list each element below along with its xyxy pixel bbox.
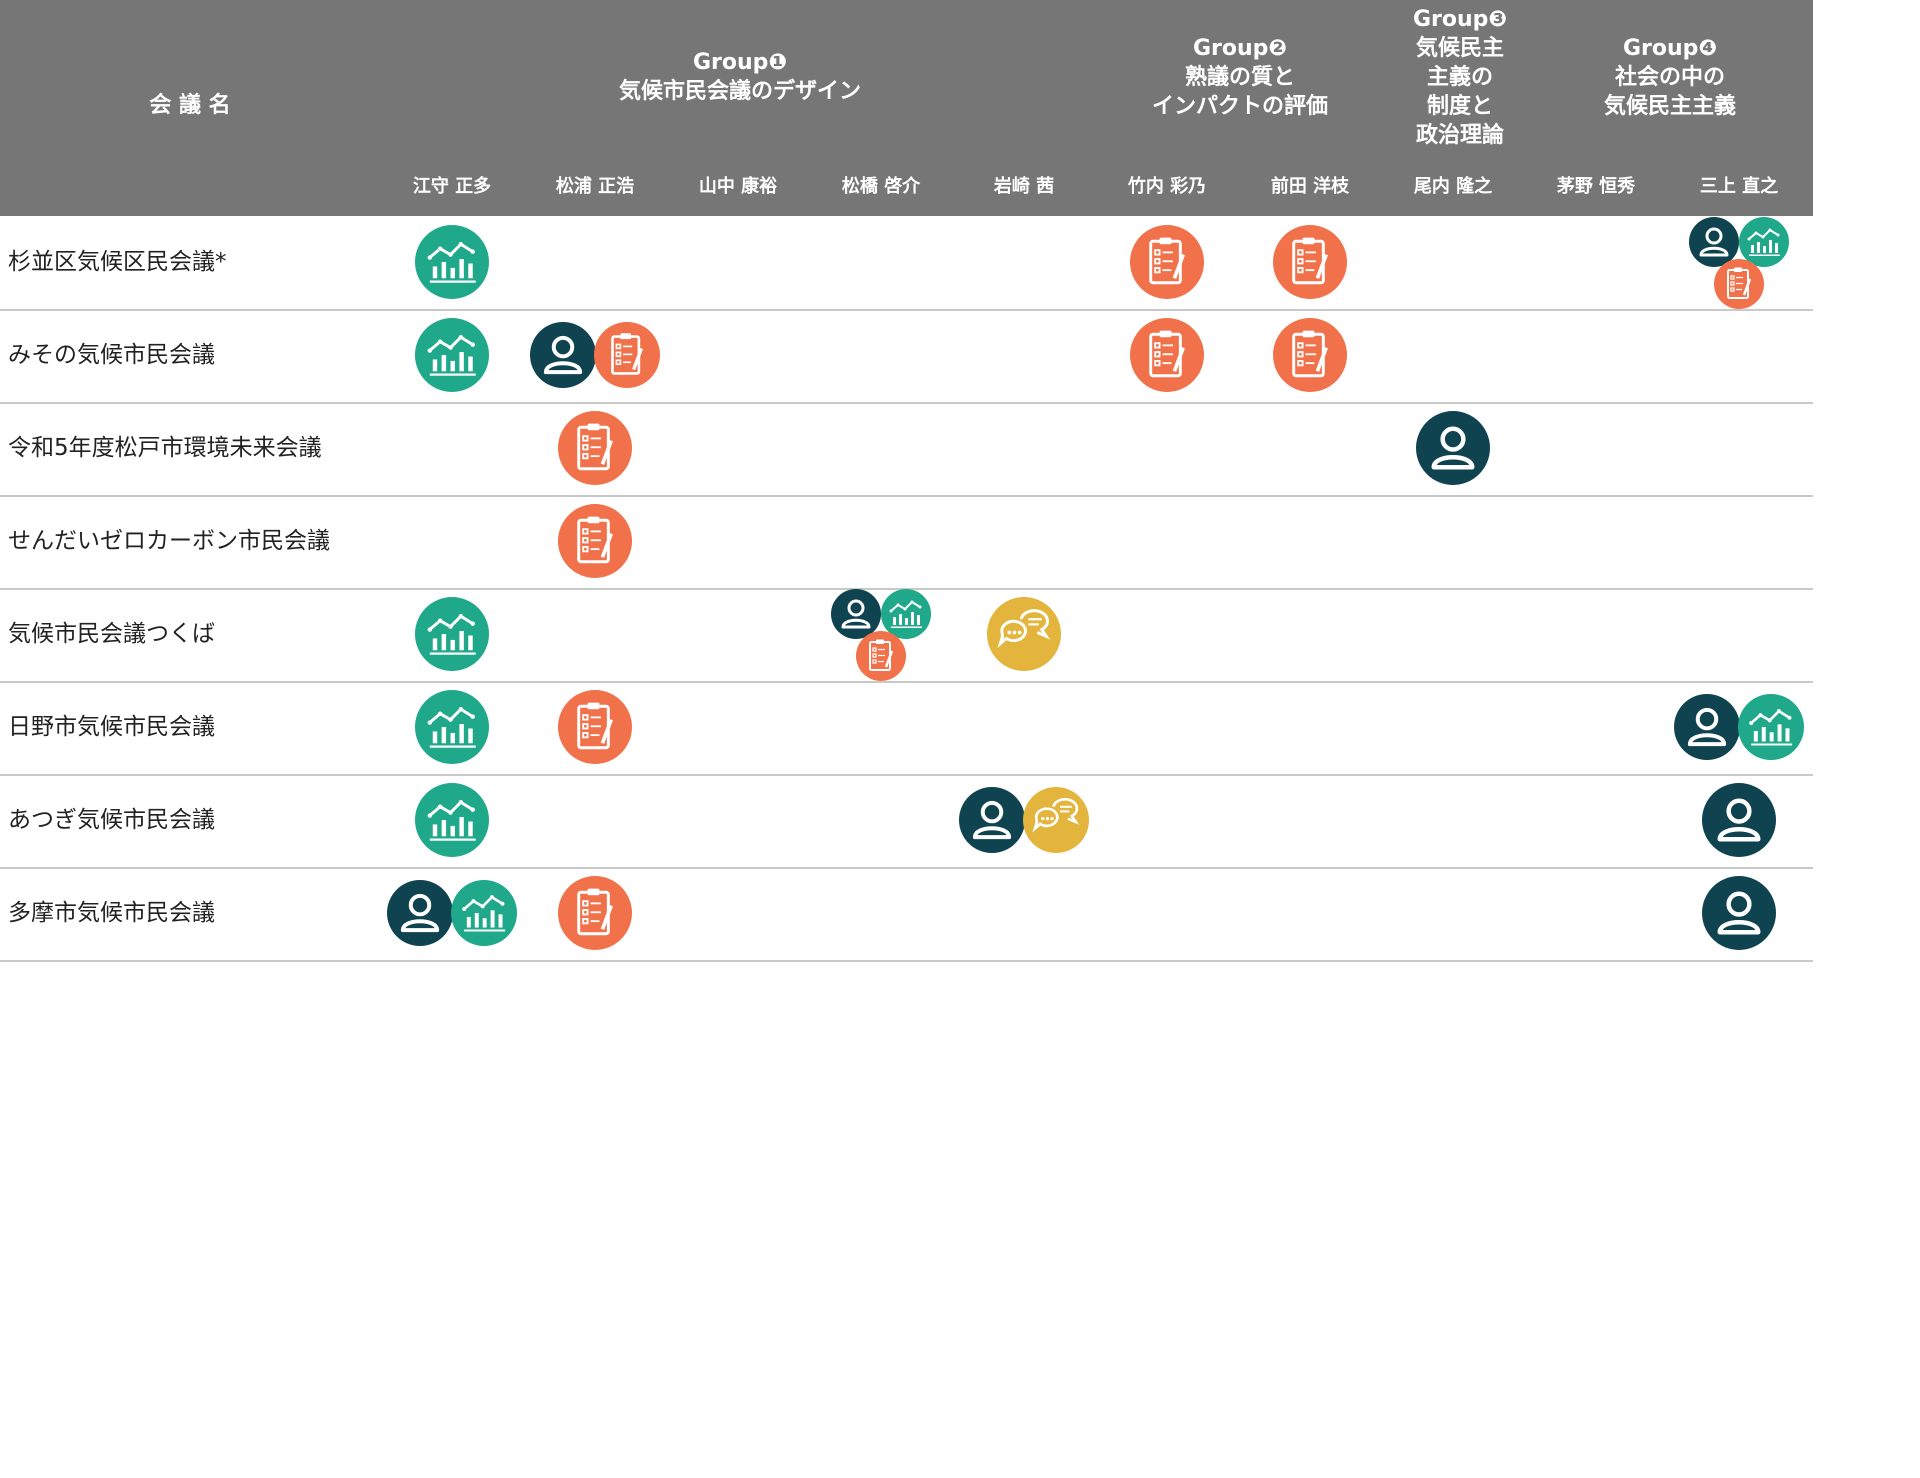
meeting-name: 日野市気候市民会議	[8, 714, 215, 740]
chart-icon	[415, 318, 489, 392]
researcher-column-1: 江守 正多	[412, 176, 492, 197]
meeting-name: 令和5年度松戸市環境未来会議	[8, 435, 322, 461]
chart-icon	[415, 690, 489, 764]
meeting-name: あつぎ気候市民会議	[8, 807, 215, 833]
group4-header: Group❹ 社会の中の 気候民主主義	[1603, 36, 1736, 119]
person-icon	[530, 322, 596, 388]
person-icon	[1416, 411, 1490, 485]
group1-header: Group❶ 気候市民会議のデザイン	[618, 50, 861, 104]
meeting-name: 杉並区気候区民会議*	[8, 249, 227, 275]
chart-icon	[415, 783, 489, 857]
person-icon	[1674, 694, 1740, 760]
meeting-name: 多摩市気候市民会議	[8, 900, 215, 926]
researcher-column-6: 竹内 彩乃	[1127, 176, 1207, 197]
meeting-name: せんだいゼロカーボン市民会議	[8, 528, 330, 554]
researcher-column-7: 前田 洋枝	[1270, 176, 1350, 197]
chat-bubbles-icon	[987, 597, 1061, 671]
clipboard-icon	[558, 411, 632, 485]
chart-icon	[415, 225, 489, 299]
person-icon	[1702, 876, 1776, 950]
researcher-column-10: 三上 直之	[1699, 176, 1779, 197]
clipboard-icon	[856, 631, 906, 681]
chart-icon	[881, 589, 931, 639]
person-icon	[1689, 217, 1739, 267]
clipboard-icon	[1130, 318, 1204, 392]
person-icon	[1702, 783, 1776, 857]
group3-header: Group❸ 気候民主 主義の 制度と 政治理論	[1412, 7, 1508, 148]
table-row: あつぎ気候市民会議	[0, 774, 1813, 869]
clipboard-icon	[1130, 225, 1204, 299]
chart-icon	[451, 880, 517, 946]
chart-icon	[1738, 694, 1804, 760]
chart-icon	[415, 597, 489, 671]
clipboard-icon	[1273, 225, 1347, 299]
clipboard-icon	[1714, 259, 1764, 309]
table-row: みその気候市民会議	[0, 309, 1813, 404]
person-icon	[959, 787, 1025, 853]
clipboard-icon	[594, 322, 660, 388]
table-row: 多摩市気候市民会議	[0, 867, 1813, 962]
clipboard-icon	[558, 504, 632, 578]
clipboard-icon	[1273, 318, 1347, 392]
group2-header: Group❷ 熟議の質と インパクトの評価	[1151, 36, 1328, 119]
table-row: せんだいゼロカーボン市民会議	[0, 495, 1813, 590]
chat-bubbles-icon	[1023, 787, 1089, 853]
meeting-name-header: 会 議 名	[149, 93, 231, 118]
researcher-column-4: 松橋 啓介	[841, 176, 921, 197]
researcher-column-3: 山中 康裕	[698, 176, 778, 197]
person-icon	[831, 589, 881, 639]
table-header: 会 議 名 Group❶ 気候市民会議のデザイン Group❷ 熟議の質と イン…	[0, 0, 1813, 216]
meeting-name: 気候市民会議つくば	[8, 621, 215, 647]
researcher-column-9: 茅野 恒秀	[1556, 176, 1636, 197]
researcher-column-8: 尾内 隆之	[1413, 176, 1493, 197]
researcher-column-2: 松浦 正浩	[555, 176, 635, 197]
person-icon	[387, 880, 453, 946]
table-row: 日野市気候市民会議	[0, 681, 1813, 776]
researcher-column-5: 岩崎 茜	[993, 176, 1055, 197]
table-row: 気候市民会議つくば	[0, 588, 1813, 683]
table-row: 令和5年度松戸市環境未来会議	[0, 402, 1813, 497]
meeting-name: みその気候市民会議	[8, 342, 215, 368]
clipboard-icon	[558, 690, 632, 764]
clipboard-icon	[558, 876, 632, 950]
chart-icon	[1739, 217, 1789, 267]
table-row: 杉並区気候区民会議*	[0, 216, 1813, 311]
